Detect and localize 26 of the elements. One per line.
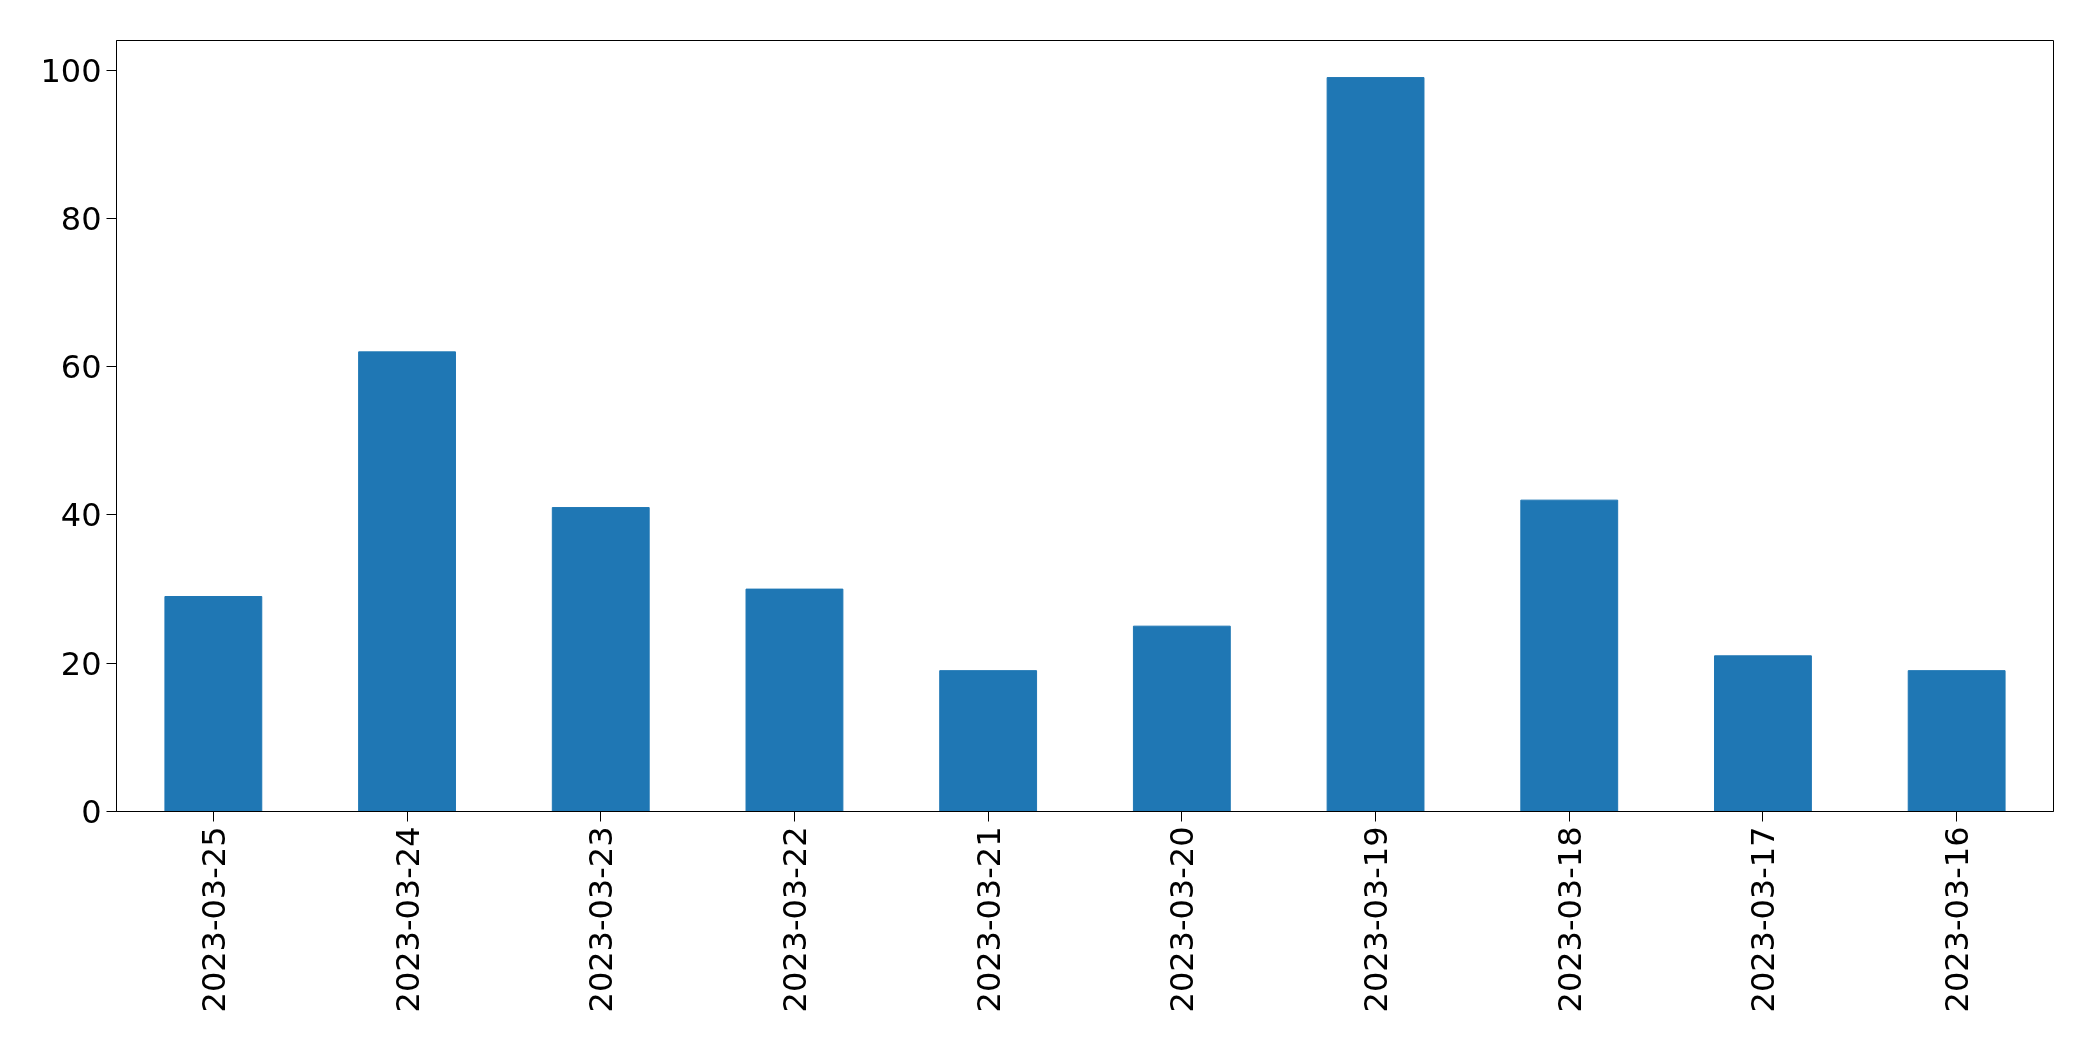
x-tick-label: 2023-03-22 [775,826,814,1013]
y-tick-label: 100 [40,51,102,90]
bar [551,507,650,812]
x-tick-label: 2023-03-17 [1744,826,1783,1013]
bar [1326,77,1425,812]
bar [1520,499,1619,812]
y-tick-label: 20 [60,644,102,683]
y-tick-label: 0 [81,793,102,831]
x-tick-label: 2023-03-23 [582,826,621,1013]
x-tick-label: 2023-03-24 [388,826,427,1013]
bar [745,588,844,812]
x-tick-label: 2023-03-18 [1550,826,1589,1013]
x-tick-label: 2023-03-21 [969,826,1008,1013]
x-tick-label: 2023-03-16 [1938,826,1977,1013]
x-tick-label: 2023-03-20 [1163,826,1202,1013]
bar [1132,625,1231,812]
bar [358,351,456,812]
y-tick-label: 40 [60,496,102,535]
x-tick-label: 2023-03-25 [194,826,233,1013]
bar [1714,655,1812,812]
bar [1907,670,2006,812]
y-tick-label: 80 [60,199,102,238]
y-tick-label: 60 [60,348,102,387]
bar [939,670,1038,812]
bar [164,596,263,812]
x-tick-label: 2023-03-19 [1357,826,1396,1013]
